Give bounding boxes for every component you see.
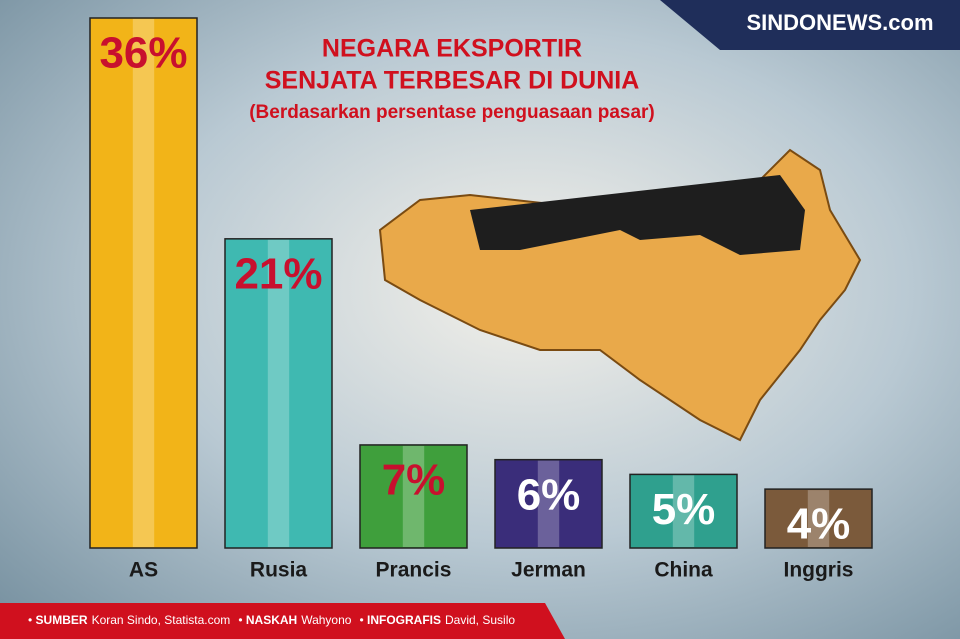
footer-bullet: • <box>28 613 36 627</box>
category-label: Jerman <box>511 559 586 582</box>
title-line: NEGARA EKSPORTIR <box>322 35 582 63</box>
footer-bullet: • <box>238 613 246 627</box>
value-label: 6% <box>517 470 581 519</box>
footer: • SUMBER Koran Sindo, Statista.com • NASKA… <box>28 613 515 627</box>
footer-bullet: • <box>359 613 367 627</box>
gun-shape <box>470 175 805 255</box>
footer-label: NASKAH <box>246 613 297 627</box>
category-label: Prancis <box>376 559 452 582</box>
footer-band <box>0 603 565 639</box>
value-label: 7% <box>382 456 446 505</box>
subtitle: (Berdasarkan persentase penguasaan pasar… <box>249 102 655 123</box>
bar-shine <box>132 19 155 547</box>
logo-band <box>660 0 960 50</box>
value-label: 5% <box>652 485 716 534</box>
bar <box>89 17 198 549</box>
value-label: 21% <box>234 249 322 298</box>
category-label: Rusia <box>250 559 308 582</box>
title-line: SENJATA TERBESAR DI DUNIA <box>265 67 640 95</box>
footer-label: INFOGRAFIS <box>367 613 441 627</box>
bar-shine <box>537 460 560 547</box>
footer-value: David, Susilo <box>445 613 515 627</box>
value-label: 4% <box>787 500 851 549</box>
category-label: AS <box>129 559 158 582</box>
bar-shine <box>807 490 830 547</box>
bar-shine <box>402 445 425 547</box>
bar <box>224 238 333 549</box>
footer-label: SUMBER <box>36 613 88 627</box>
logo: SINDONEWS.com <box>746 10 933 35</box>
bar-shine <box>672 475 695 547</box>
bar-shine <box>267 239 290 548</box>
value-label: 36% <box>99 29 187 78</box>
bar <box>764 488 873 549</box>
bar <box>359 444 468 549</box>
footer-value: Wahyono <box>301 613 352 627</box>
bar <box>629 473 738 549</box>
category-label: Inggris <box>783 559 853 582</box>
category-label: China <box>654 559 713 582</box>
footer-text: • SUMBER Koran Sindo, Statista.com • NASKA… <box>28 613 515 627</box>
bar <box>494 458 603 549</box>
footer-value: Koran Sindo, Statista.com <box>92 613 231 627</box>
